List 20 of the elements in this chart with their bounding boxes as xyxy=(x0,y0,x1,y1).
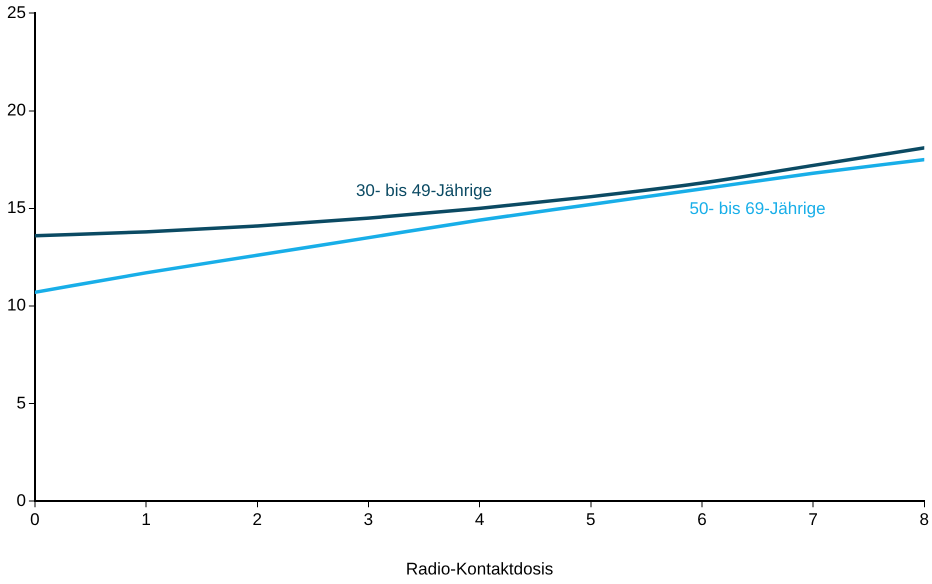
y-tick-label: 15 xyxy=(6,198,26,218)
y-tick-label: 5 xyxy=(16,393,26,412)
series-label: 30- bis 49-Jährige xyxy=(356,180,492,200)
x-tick-label: 6 xyxy=(697,510,707,530)
line-series xyxy=(34,158,924,294)
x-axis-title: Radio-Kontaktdosis xyxy=(406,559,554,578)
y-tick-label: 20 xyxy=(6,100,26,120)
x-tick-label: 8 xyxy=(920,510,930,530)
line-series xyxy=(34,146,924,238)
y-tick-label: 10 xyxy=(6,296,26,315)
x-tick-label: 4 xyxy=(474,510,484,530)
x-tick-label: 1 xyxy=(141,510,151,530)
x-tick-label: 0 xyxy=(30,510,40,530)
y-tick-label: 0 xyxy=(16,490,26,510)
x-tick-label: 2 xyxy=(252,510,262,530)
series-label: 50- bis 69-Jährige xyxy=(689,198,826,218)
y-tick-label: 25 xyxy=(6,2,26,22)
x-tick-label: 7 xyxy=(808,510,818,530)
x-tick-label: 5 xyxy=(586,510,596,530)
x-tick-label: 3 xyxy=(364,510,374,530)
